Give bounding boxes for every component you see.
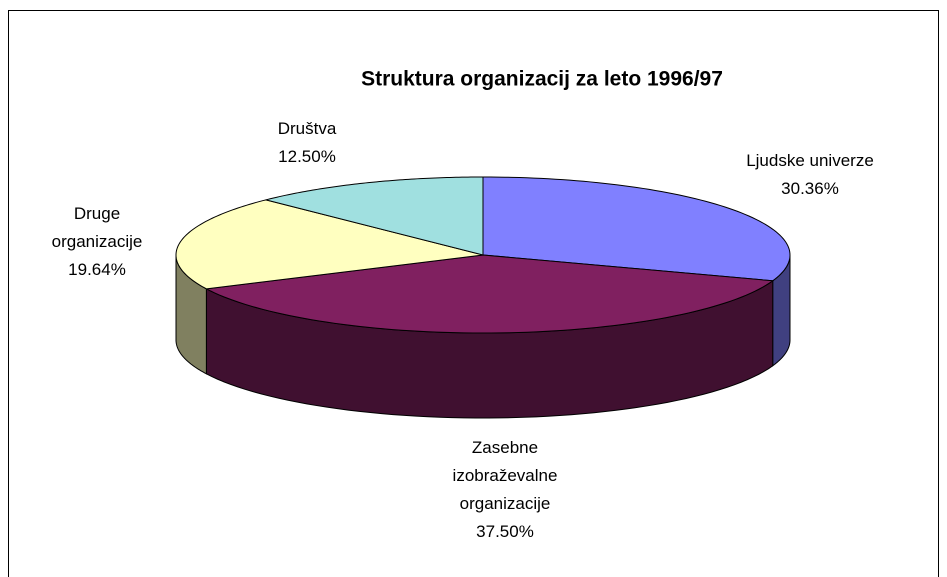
slice [204, 254, 775, 334]
value-label: 12.50% [278, 147, 336, 166]
slice-label: Zasebne izobraževalne organizacije 37.50% [435, 434, 575, 546]
slice [175, 199, 484, 290]
slice [265, 176, 484, 256]
value-label: 30.36% [781, 179, 839, 198]
value-label: 19.64% [68, 260, 126, 279]
category-label: Društva [277, 119, 337, 138]
slice-label: Druge organizacije 19.64% [37, 200, 157, 284]
slice [482, 176, 791, 282]
category-label: Zasebne izobraževalne organizacije [452, 438, 558, 513]
category-label: Druge organizacije [51, 204, 143, 251]
value-label: 37.50% [476, 522, 534, 541]
slice-label: Ljudske univerze 30.36% [700, 147, 920, 203]
category-label: Ljudske univerze [746, 151, 874, 170]
slice-label: Društva 12.50% [247, 115, 367, 171]
chart-title: Struktura organizacij za leto 1996/97 [361, 68, 723, 91]
